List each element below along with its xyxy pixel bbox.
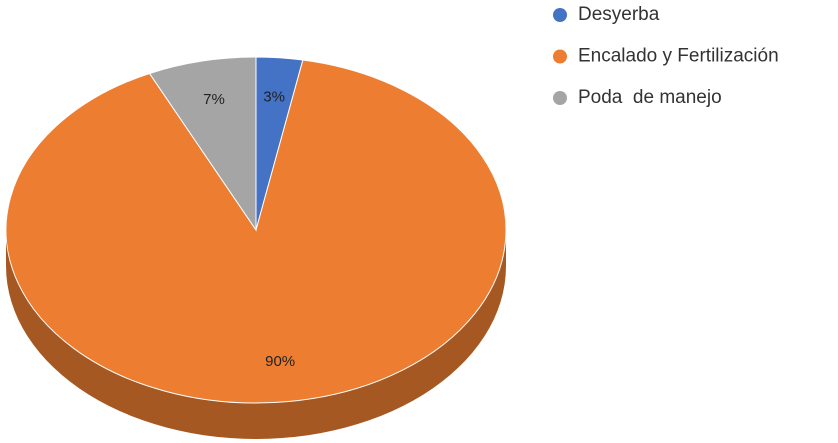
pie-slice bbox=[148, 56, 257, 232]
legend-marker bbox=[553, 91, 567, 105]
legend-marker bbox=[553, 49, 567, 64]
legend-marker bbox=[553, 8, 567, 22]
legend-label: Desyerba bbox=[578, 4, 660, 25]
pie-side bbox=[6, 230, 506, 439]
data-label: 90% bbox=[265, 353, 295, 370]
data-label: 7% bbox=[203, 91, 225, 108]
data-label: 3% bbox=[263, 88, 285, 105]
legend-label: Poda de manejo bbox=[578, 87, 722, 108]
legend-label: Encalado y Fertilización bbox=[578, 46, 779, 67]
pie-slice bbox=[5, 59, 507, 404]
